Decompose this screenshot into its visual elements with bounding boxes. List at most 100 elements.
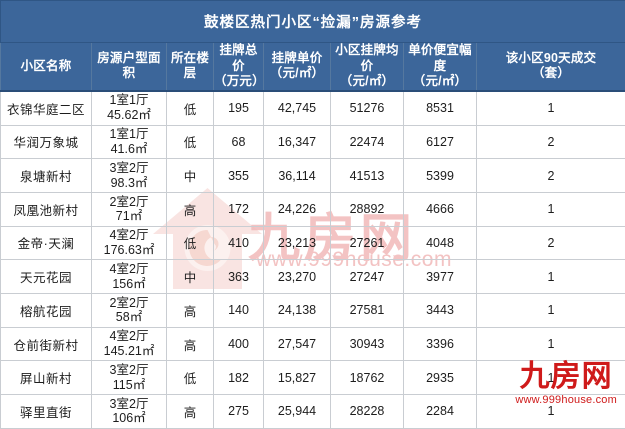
- cell-community-name: 榕航花园: [1, 294, 92, 328]
- site-logo[interactable]: 九房网 www.999house.com: [515, 362, 617, 406]
- header-line-1: 挂牌总价: [219, 43, 257, 73]
- cell-discount: 2284: [404, 395, 477, 429]
- logo-brand-text: 九房网: [515, 362, 617, 392]
- header-line-2: （元/㎡）: [331, 74, 403, 90]
- table-title-row: 鼓楼区热门小区“捡漏”房源参考: [1, 1, 625, 43]
- cell-unit-price: 23,213: [264, 226, 331, 260]
- cell-floor: 中: [167, 260, 214, 294]
- cell-layout: 4室2厅: [92, 228, 166, 243]
- cell-avg-price: 28892: [331, 192, 404, 226]
- cell-area: 41.6㎡: [92, 142, 166, 157]
- cell-layout: 3室2厅: [92, 363, 166, 378]
- cell-deals: 1: [477, 327, 625, 361]
- cell-layout: 1室1厅: [92, 127, 166, 142]
- cell-total-price: 172: [214, 192, 264, 226]
- cell-area: 145.21㎡: [92, 344, 166, 359]
- cell-layout: 4室2厅: [92, 262, 166, 277]
- header-line-1: 单价便宜幅度: [408, 43, 472, 73]
- cell-floor: 低: [167, 361, 214, 395]
- cell-floor: 低: [167, 226, 214, 260]
- cell-discount: 3396: [404, 327, 477, 361]
- cell-total-price: 363: [214, 260, 264, 294]
- cell-total-price: 140: [214, 294, 264, 328]
- cell-avg-price: 27247: [331, 260, 404, 294]
- cell-unit-price: 24,226: [264, 192, 331, 226]
- column-header-price-discount: 单价便宜幅度 （元/㎡）: [404, 43, 477, 91]
- cell-community-name: 衣锦华庭二区: [1, 91, 92, 125]
- cell-avg-price: 30943: [331, 327, 404, 361]
- cell-total-price: 275: [214, 395, 264, 429]
- cell-area: 106㎡: [92, 411, 166, 426]
- cell-area: 71㎡: [92, 209, 166, 224]
- cell-community-name: 凤凰池新村: [1, 192, 92, 226]
- cell-layout: 3室2厅: [92, 161, 166, 176]
- cell-floor: 低: [167, 125, 214, 159]
- cell-discount: 3977: [404, 260, 477, 294]
- cell-discount: 3443: [404, 294, 477, 328]
- cell-area: 98.3㎡: [92, 176, 166, 191]
- cell-discount: 6127: [404, 125, 477, 159]
- header-line-2: （元/㎡）: [404, 74, 476, 90]
- column-header-community-avg-price: 小区挂牌均价 （元/㎡）: [331, 43, 404, 91]
- table-header-row: 小区名称 房源户型面积 所在楼层 挂牌总价 （万元） 挂牌单价 （元/㎡）: [1, 43, 625, 91]
- cell-avg-price: 22474: [331, 125, 404, 159]
- header-line-1: 所在楼层: [171, 51, 209, 81]
- header-line-2: （元/㎡）: [264, 66, 330, 82]
- header-line-1: 挂牌单价: [272, 51, 323, 65]
- cell-deals: 2: [477, 125, 625, 159]
- cell-avg-price: 28228: [331, 395, 404, 429]
- housing-listing-table-page: 九房网 www.999house.com 鼓楼区热门小区“捡漏”房源参考 小区名…: [0, 0, 625, 410]
- cell-unit-price: 42,745: [264, 91, 331, 125]
- cell-deals: 1: [477, 260, 625, 294]
- cell-discount: 4666: [404, 192, 477, 226]
- cell-area: 156㎡: [92, 277, 166, 292]
- column-header-total-price: 挂牌总价 （万元）: [214, 43, 264, 91]
- cell-discount: 5399: [404, 159, 477, 193]
- cell-community-name: 泉塘新村: [1, 159, 92, 193]
- header-line-1: 该小区90天成交: [506, 51, 597, 65]
- cell-deals: 1: [477, 294, 625, 328]
- cell-avg-price: 27581: [331, 294, 404, 328]
- column-header-community-name: 小区名称: [1, 43, 92, 91]
- cell-avg-price: 51276: [331, 91, 404, 125]
- cell-unit-price: 15,827: [264, 361, 331, 395]
- cell-layout: 4室2厅: [92, 329, 166, 344]
- cell-area: 58㎡: [92, 310, 166, 325]
- cell-deals: 2: [477, 159, 625, 193]
- cell-total-price: 182: [214, 361, 264, 395]
- cell-layout: 1室1厅: [92, 93, 166, 108]
- header-line-1: 房源户型面积: [97, 51, 161, 81]
- cell-deals: 1: [477, 91, 625, 125]
- cell-total-price: 68: [214, 125, 264, 159]
- cell-total-price: 195: [214, 91, 264, 125]
- cell-floor: 高: [167, 327, 214, 361]
- cell-total-price: 410: [214, 226, 264, 260]
- cell-area: 115㎡: [92, 378, 166, 393]
- cell-unit-price: 24,138: [264, 294, 331, 328]
- cell-floor: 高: [167, 294, 214, 328]
- cell-unit-price: 36,114: [264, 159, 331, 193]
- cell-discount: 8531: [404, 91, 477, 125]
- cell-unit-price: 25,944: [264, 395, 331, 429]
- cell-floor: 高: [167, 395, 214, 429]
- cell-deals: 1: [477, 192, 625, 226]
- cell-discount: 4048: [404, 226, 477, 260]
- cell-total-price: 400: [214, 327, 264, 361]
- header-line-1: 小区挂牌均价: [335, 43, 399, 73]
- column-header-floor: 所在楼层: [167, 43, 214, 91]
- cell-community-name: 天元花园: [1, 260, 92, 294]
- header-line-1: 小区名称: [21, 59, 72, 73]
